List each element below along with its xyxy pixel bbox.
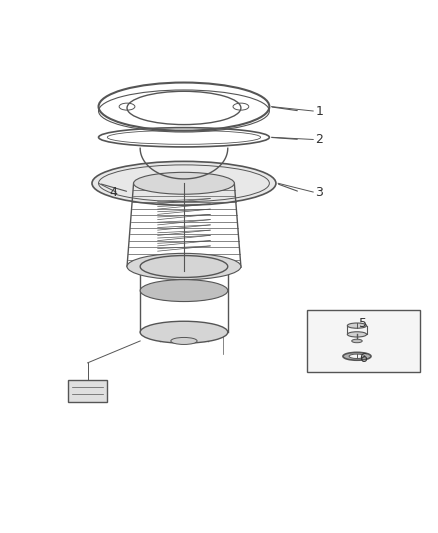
Ellipse shape: [347, 323, 367, 328]
Bar: [307, 310, 420, 372]
Ellipse shape: [343, 352, 371, 360]
Bar: [68, 381, 107, 402]
Text: 1: 1: [315, 104, 323, 117]
Ellipse shape: [134, 172, 234, 194]
Text: 3: 3: [315, 185, 323, 198]
Ellipse shape: [349, 354, 365, 359]
Ellipse shape: [140, 280, 228, 302]
Ellipse shape: [140, 321, 228, 343]
Ellipse shape: [92, 161, 276, 205]
Text: 4: 4: [110, 185, 117, 198]
Text: 6: 6: [359, 352, 367, 365]
Ellipse shape: [352, 339, 362, 343]
Text: 2: 2: [315, 133, 323, 146]
Ellipse shape: [347, 332, 367, 337]
Text: 5: 5: [359, 317, 367, 330]
Ellipse shape: [140, 255, 228, 278]
Ellipse shape: [171, 337, 197, 344]
Ellipse shape: [127, 253, 241, 280]
